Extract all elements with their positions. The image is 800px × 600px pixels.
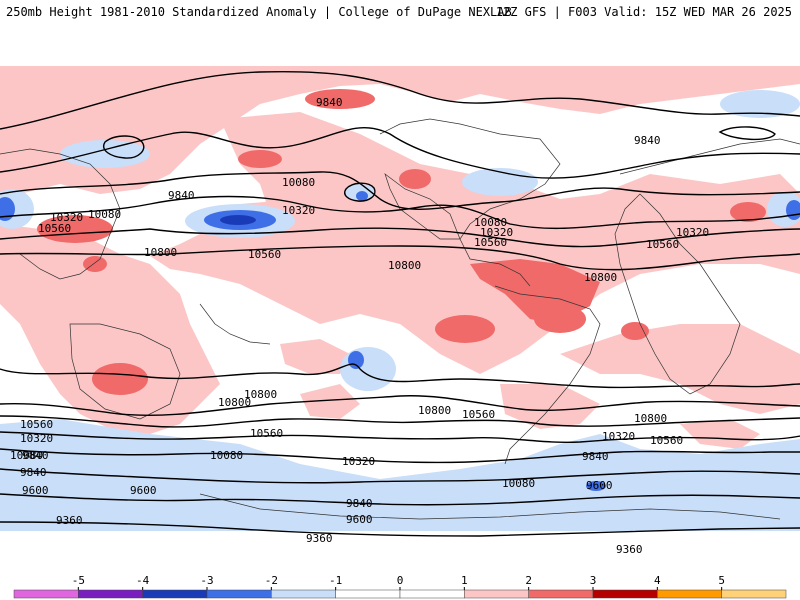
world-map: 9840 9840 9840 10080 10080 10320 10320 1… [0, 24, 800, 569]
colorbar-tick-label: -5 [72, 574, 85, 587]
contour-label: 10080 [10, 449, 43, 462]
colorbar-tick-label: -2 [265, 574, 278, 587]
contour-label: 10320 [602, 430, 635, 443]
contour-label: 10320 [282, 204, 315, 217]
contour-label: 10560 [474, 236, 507, 249]
colorbar-swatch [335, 589, 401, 599]
contour-label: 10320 [20, 432, 53, 445]
contour-label: 9840 [582, 450, 609, 463]
contour-label: 9600 [346, 513, 373, 526]
colorbar-swatch [528, 589, 594, 599]
contour-label: 10080 [210, 449, 243, 462]
header-bar: 250mb Height 1981-2010 Standardized Anom… [0, 0, 800, 22]
colorbar-swatch [78, 589, 143, 599]
colorbar-swatch [657, 589, 722, 599]
colorbar-swatch [13, 589, 79, 599]
colorbar-tick-label: -4 [136, 574, 150, 587]
contour-label: 10560 [646, 238, 679, 251]
contour-label: 10560 [38, 222, 71, 235]
contour-label: 10080 [474, 216, 507, 229]
contour-label: 10560 [462, 408, 495, 421]
contour-label: 10080 [502, 477, 535, 490]
contour-label: 10560 [248, 248, 281, 261]
very-strong-negative-anomaly-fill [220, 215, 256, 225]
contour-label: 10800 [634, 412, 667, 425]
contour-label: 9360 [56, 514, 83, 527]
colorbar-swatch [399, 589, 465, 599]
contour-label: 9600 [130, 484, 157, 497]
contour-label: 9840 [634, 134, 661, 147]
colorbar-swatch [721, 589, 787, 599]
contour-label: 10800 [388, 259, 421, 272]
model-run-info: 12Z GFS | F003 Valid: 15Z WED MAR 26 202… [495, 5, 792, 19]
contour-label: 9840 [316, 96, 343, 109]
contour-label: 10560 [650, 434, 683, 447]
contour-label: 10320 [50, 211, 83, 224]
colorbar-tick-label: 3 [590, 574, 597, 587]
contour-label: 10560 [20, 418, 53, 431]
colorbar-tick-label: 0 [397, 574, 404, 587]
colorbar-tick-label: -1 [329, 574, 342, 587]
strong-positive-anomaly-fill [37, 89, 766, 395]
colorbar-tick-label: -3 [200, 574, 213, 587]
colorbar-swatches [13, 589, 787, 599]
contour-label: 9840 [168, 189, 195, 202]
colorbar-tick-label: 5 [718, 574, 725, 587]
contour-label: 10080 [88, 208, 121, 221]
contour-label: 9840 [346, 497, 373, 510]
colorbar-tick-label: 2 [525, 574, 532, 587]
contour-label: 10800 [418, 404, 451, 417]
contour-label: 10560 [250, 427, 283, 440]
anomaly-colorbar: -5 -4 -3 -2 -1 0 1 2 3 4 5 [13, 574, 787, 599]
colorbar-swatch [271, 589, 336, 599]
contour-label: 10800 [244, 388, 277, 401]
contour-label: 10320 [480, 226, 513, 239]
contour-label: 10800 [144, 246, 177, 259]
positive-anomaly-fill [0, 66, 800, 449]
contour-label: 10320 [342, 455, 375, 468]
colorbar-swatch [142, 589, 208, 599]
map-title: 250mb Height 1981-2010 Standardized Anom… [6, 5, 512, 19]
contour-label: 10080 [282, 176, 315, 189]
colorbar-ticks: -5 -4 -3 -2 -1 0 1 2 3 4 5 [72, 574, 725, 590]
colorbar-tick-label: 1 [461, 574, 468, 587]
colorbar-swatch [206, 589, 272, 599]
contour-label: 9600 [586, 479, 613, 492]
contour-label: 10800 [584, 271, 617, 284]
contour-label: 9840 [22, 449, 49, 462]
colorbar-tick-label: 4 [654, 574, 661, 587]
colorbar-swatch [464, 589, 529, 599]
contour-labels: 9840 9840 9840 10080 10080 10320 10320 1… [10, 96, 709, 556]
contour-label: 9360 [616, 543, 643, 556]
colorbar-swatch [592, 589, 658, 599]
contour-label: 9600 [22, 484, 49, 497]
contour-label: 9840 [20, 466, 47, 479]
contour-label: 9360 [306, 532, 333, 545]
contour-label: 10320 [676, 226, 709, 239]
height-contours [0, 70, 800, 537]
contour-label: 10800 [218, 396, 251, 409]
